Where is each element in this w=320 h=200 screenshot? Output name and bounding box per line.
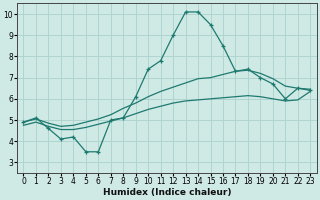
X-axis label: Humidex (Indice chaleur): Humidex (Indice chaleur) bbox=[103, 188, 231, 197]
